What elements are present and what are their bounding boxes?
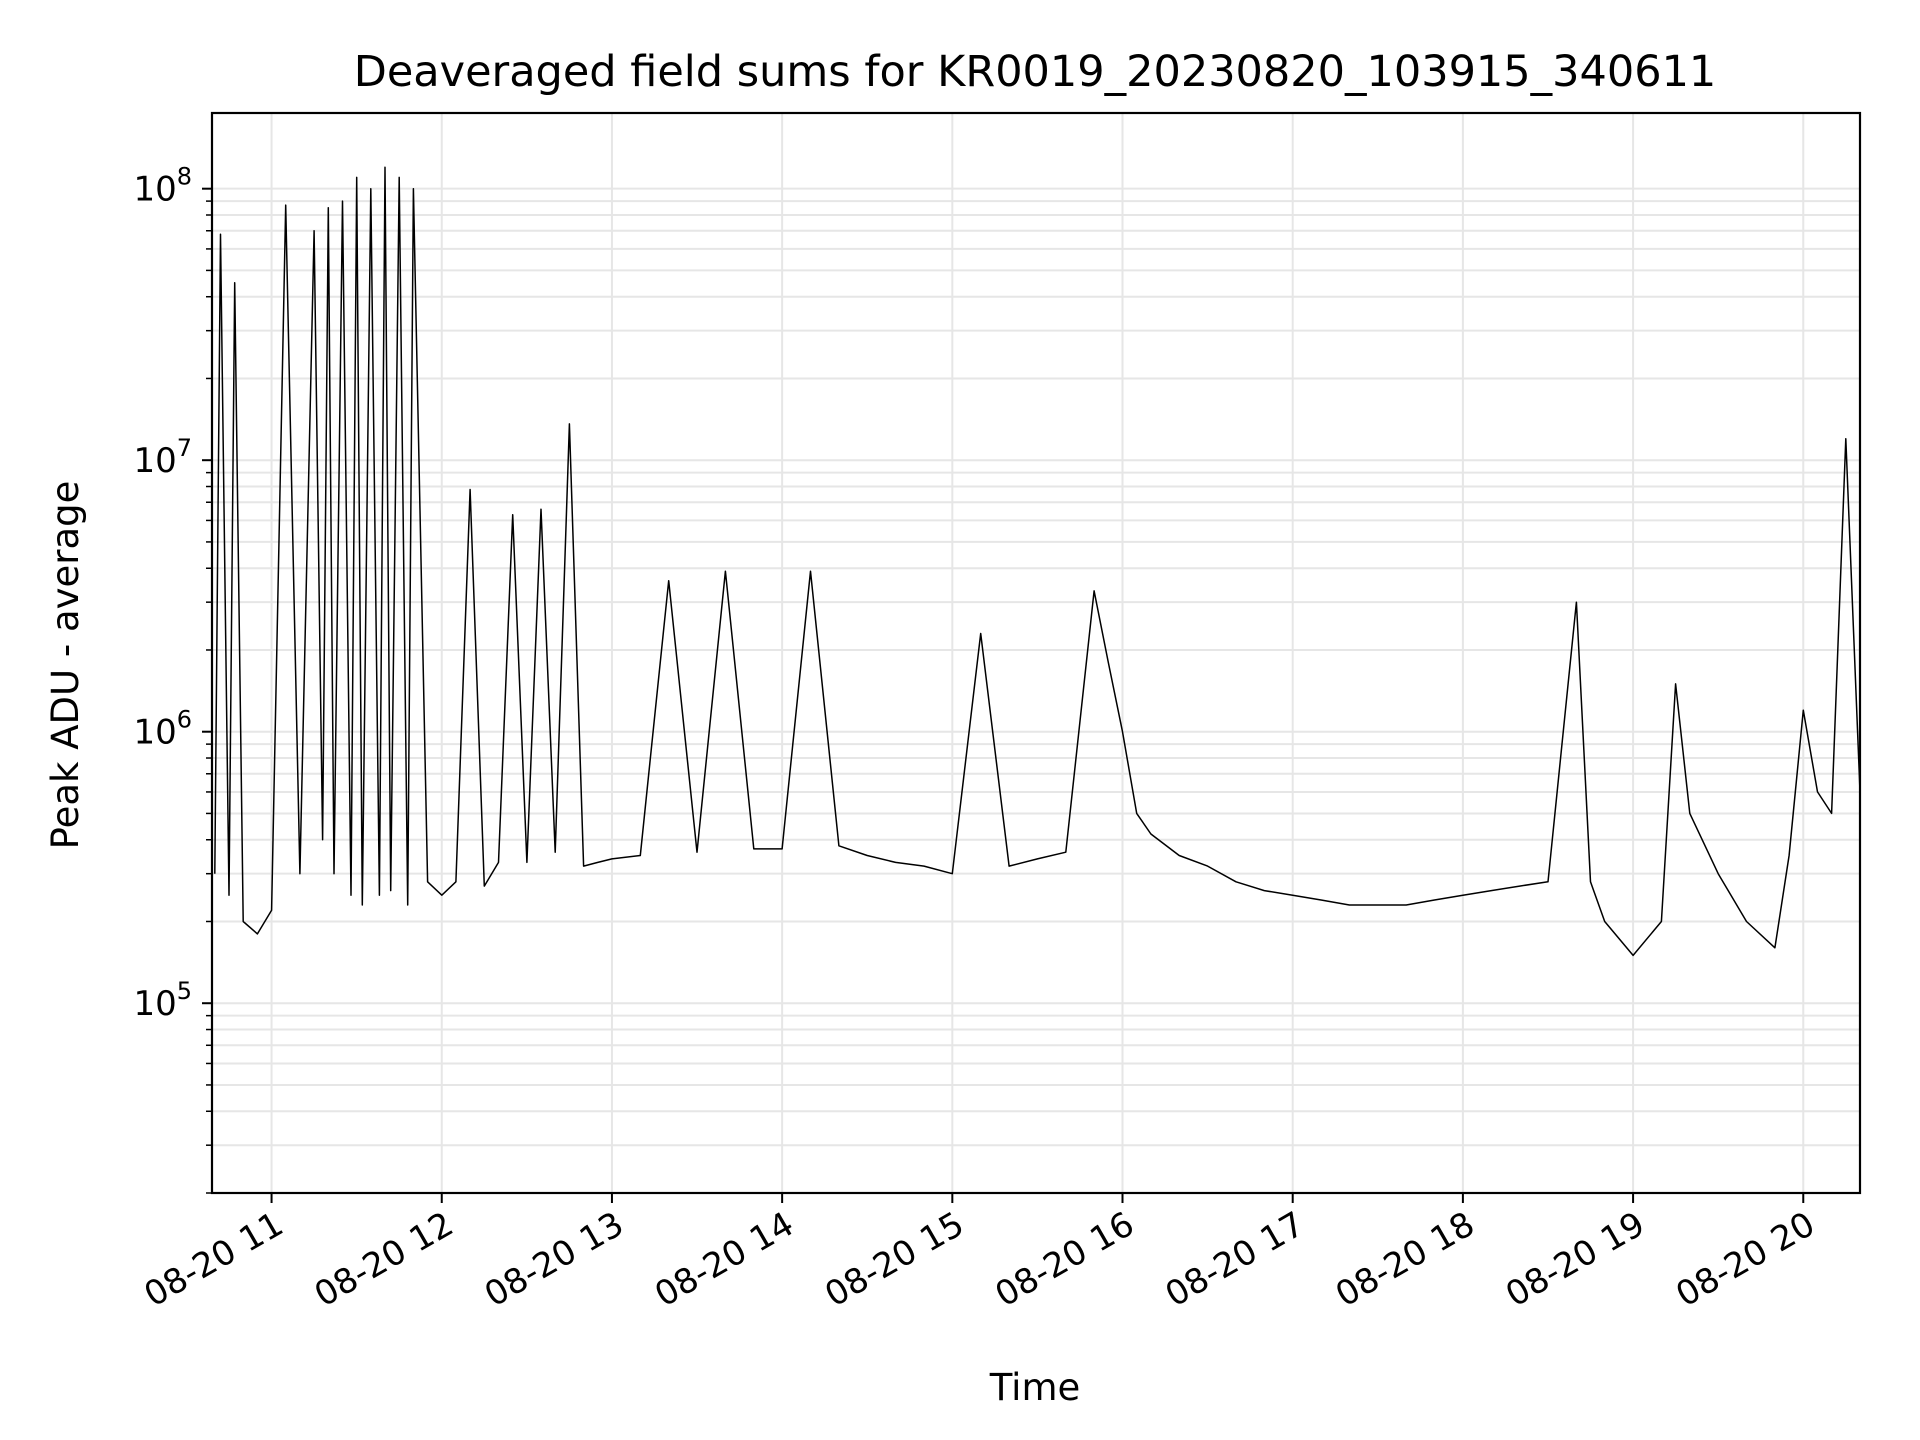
- y-tick-label: 107: [133, 434, 192, 481]
- x-axis-label: Time: [989, 1366, 1081, 1409]
- chart-title: Deaveraged field sums for KR0019_2023082…: [354, 47, 1717, 97]
- series-line: [214, 166, 1861, 957]
- y-tick-label: 106: [133, 706, 192, 753]
- y-axis: 105 106 107 108: [133, 163, 212, 1194]
- gridlines: [212, 113, 1860, 1194]
- y-tick-label: 108: [133, 163, 192, 210]
- plot-area-frame: [210, 111, 1862, 1195]
- y-tick-label: 105: [133, 977, 192, 1024]
- y-axis-label: Peak ADU - average: [44, 481, 87, 850]
- series-group: [214, 166, 1861, 957]
